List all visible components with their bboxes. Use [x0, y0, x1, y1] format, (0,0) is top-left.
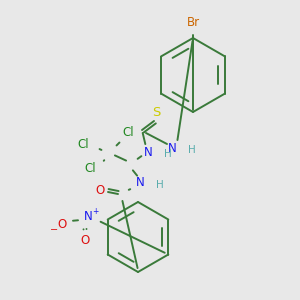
- Text: N: N: [84, 211, 92, 224]
- Text: H: H: [188, 145, 196, 155]
- Text: N: N: [136, 176, 144, 190]
- Text: H: H: [164, 149, 172, 159]
- Text: S: S: [152, 106, 160, 119]
- Text: N: N: [144, 146, 152, 158]
- Text: N: N: [168, 142, 176, 154]
- Text: H: H: [156, 180, 164, 190]
- Text: +: +: [92, 208, 98, 217]
- Text: Cl: Cl: [122, 125, 134, 139]
- Text: O: O: [95, 184, 105, 196]
- Text: −: −: [50, 225, 58, 235]
- Text: Br: Br: [186, 16, 200, 28]
- Text: Cl: Cl: [77, 139, 89, 152]
- Text: O: O: [57, 218, 67, 230]
- Text: O: O: [80, 233, 90, 247]
- Text: Cl: Cl: [84, 161, 96, 175]
